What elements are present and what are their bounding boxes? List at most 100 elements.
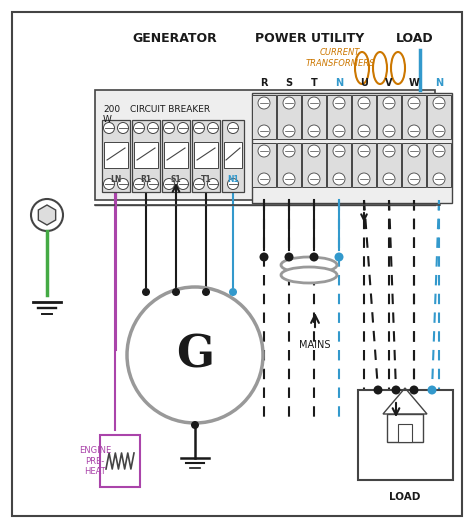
Bar <box>134 142 158 168</box>
Circle shape <box>177 178 189 190</box>
Circle shape <box>259 252 268 261</box>
Circle shape <box>164 178 174 190</box>
Circle shape <box>228 178 238 190</box>
Bar <box>102 120 130 192</box>
Bar <box>277 143 301 187</box>
Text: LOAD: LOAD <box>389 492 421 502</box>
Circle shape <box>308 125 320 137</box>
Circle shape <box>229 288 237 296</box>
Circle shape <box>134 122 145 134</box>
Circle shape <box>164 122 174 134</box>
Bar <box>427 95 451 139</box>
Polygon shape <box>38 205 55 225</box>
Circle shape <box>191 421 199 429</box>
Circle shape <box>283 97 295 109</box>
Circle shape <box>193 122 204 134</box>
Circle shape <box>308 173 320 185</box>
Bar <box>352 95 376 139</box>
Circle shape <box>258 125 270 137</box>
Circle shape <box>258 173 270 185</box>
Circle shape <box>383 97 395 109</box>
Text: S: S <box>285 78 292 88</box>
Bar <box>162 120 190 192</box>
Circle shape <box>142 288 150 296</box>
Circle shape <box>408 173 420 185</box>
Circle shape <box>383 145 395 157</box>
Circle shape <box>433 97 445 109</box>
Text: 200: 200 <box>103 106 120 115</box>
Circle shape <box>202 288 210 296</box>
Circle shape <box>383 173 395 185</box>
Bar <box>95 90 435 200</box>
Circle shape <box>358 173 370 185</box>
Text: N: N <box>335 78 343 88</box>
Circle shape <box>358 97 370 109</box>
Circle shape <box>283 173 295 185</box>
Text: W: W <box>103 116 112 125</box>
Circle shape <box>283 145 295 157</box>
Ellipse shape <box>355 52 369 84</box>
Text: N1: N1 <box>227 175 239 184</box>
Text: MAINS: MAINS <box>299 340 331 350</box>
Circle shape <box>172 288 180 296</box>
Bar <box>377 143 401 187</box>
Circle shape <box>31 199 63 231</box>
Ellipse shape <box>373 52 387 84</box>
Text: T: T <box>310 78 318 88</box>
Text: S1: S1 <box>171 175 182 184</box>
Text: LN: LN <box>110 175 122 184</box>
Circle shape <box>228 122 238 134</box>
Bar <box>252 93 452 203</box>
Circle shape <box>408 145 420 157</box>
Text: N: N <box>435 78 443 88</box>
Bar <box>427 143 451 187</box>
Circle shape <box>284 252 293 261</box>
Circle shape <box>335 252 344 261</box>
Text: POWER UTILITY: POWER UTILITY <box>255 32 365 44</box>
Bar <box>194 142 218 168</box>
Circle shape <box>283 125 295 137</box>
Bar <box>327 143 351 187</box>
Circle shape <box>433 173 445 185</box>
Circle shape <box>308 97 320 109</box>
Bar <box>387 414 423 442</box>
Text: R1: R1 <box>140 175 152 184</box>
Circle shape <box>428 385 437 394</box>
Text: ENGINE
PRE-
HEAT: ENGINE PRE- HEAT <box>79 446 111 476</box>
Circle shape <box>392 385 401 394</box>
Circle shape <box>333 173 345 185</box>
Ellipse shape <box>281 257 337 273</box>
Circle shape <box>410 385 419 394</box>
Circle shape <box>103 178 115 190</box>
Bar <box>132 120 160 192</box>
Bar <box>352 143 376 187</box>
Circle shape <box>258 145 270 157</box>
Circle shape <box>134 178 145 190</box>
Text: CIRCUIT BREAKER: CIRCUIT BREAKER <box>130 106 210 115</box>
Text: CURRENT
TRANSFORMERS: CURRENT TRANSFORMERS <box>305 48 375 68</box>
Circle shape <box>103 122 115 134</box>
Circle shape <box>310 252 319 261</box>
Bar <box>222 120 244 192</box>
Circle shape <box>177 122 189 134</box>
Bar <box>277 95 301 139</box>
Circle shape <box>433 125 445 137</box>
Circle shape <box>374 385 383 394</box>
Text: R: R <box>260 78 268 88</box>
Circle shape <box>408 125 420 137</box>
Text: U: U <box>360 78 368 88</box>
Bar <box>398 424 412 442</box>
Circle shape <box>408 97 420 109</box>
Circle shape <box>358 125 370 137</box>
Text: T1: T1 <box>201 175 211 184</box>
Ellipse shape <box>391 52 405 84</box>
Text: GENERATOR: GENERATOR <box>133 32 218 44</box>
Bar <box>302 95 326 139</box>
Circle shape <box>258 97 270 109</box>
Circle shape <box>118 122 128 134</box>
Circle shape <box>333 97 345 109</box>
Bar <box>402 95 426 139</box>
Circle shape <box>433 145 445 157</box>
Bar <box>192 120 220 192</box>
Bar <box>224 142 242 168</box>
